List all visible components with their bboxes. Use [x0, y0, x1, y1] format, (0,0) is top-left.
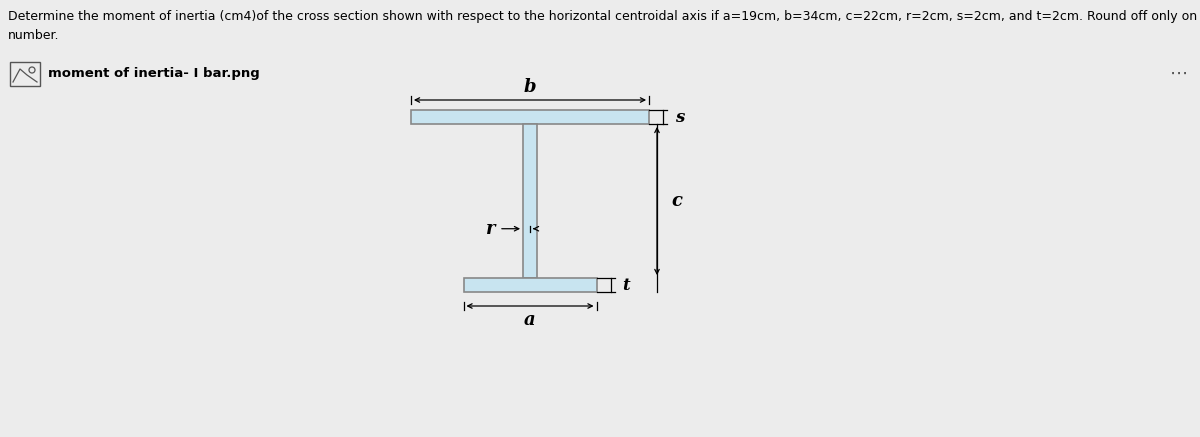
- Text: c: c: [671, 192, 682, 210]
- Bar: [10, 62, 40, 86]
- Bar: [463, 278, 596, 292]
- Text: t: t: [623, 277, 630, 294]
- Text: s: s: [674, 108, 684, 125]
- Text: b: b: [523, 78, 536, 96]
- Text: ⋯: ⋯: [1170, 65, 1188, 83]
- Bar: [410, 110, 649, 124]
- Text: a: a: [524, 311, 536, 329]
- Bar: [523, 124, 538, 278]
- Text: Determine the moment of inertia (cm4)of the cross section shown with respect to : Determine the moment of inertia (cm4)of …: [8, 10, 1200, 42]
- Text: r: r: [486, 220, 496, 238]
- Text: moment of inertia- I bar.png: moment of inertia- I bar.png: [48, 67, 259, 80]
